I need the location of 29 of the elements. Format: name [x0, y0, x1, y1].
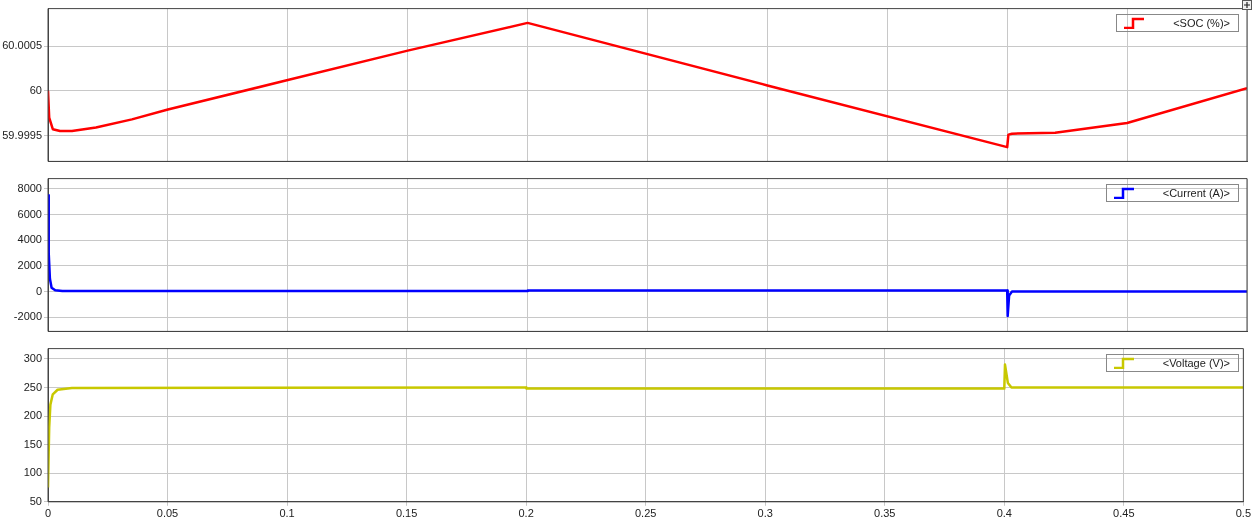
y-tick-label: 250 — [23, 380, 42, 393]
y-tick-label: 60.0005 — [2, 39, 42, 52]
y-tick-label: 59.9995 — [2, 128, 42, 141]
x-tick-label: 0.5 — [1235, 507, 1251, 520]
y-tick-label: 200 — [23, 409, 42, 422]
x-tick-label: 0 — [44, 507, 52, 520]
x-tick-label: 0.4 — [996, 507, 1012, 520]
x-tick-label: 0.15 — [395, 507, 418, 520]
y-tick-label: 8000 — [17, 181, 42, 194]
y-tick-label: 2000 — [17, 258, 42, 271]
y-tick-label: -2000 — [13, 310, 42, 323]
series-label: <Voltage (V)> — [1162, 357, 1230, 369]
x-tick-label: 0.25 — [634, 507, 657, 520]
y-tick-label: 4000 — [17, 233, 42, 246]
x-tick-label: 0.35 — [874, 507, 896, 520]
x-tick-label: 0.1 — [279, 507, 295, 520]
y-tick-label: 0 — [35, 284, 42, 297]
x-tick-label: 0.05 — [156, 507, 179, 520]
y-tick-label: 150 — [23, 437, 42, 450]
y-tick-label: 6000 — [17, 207, 42, 220]
y-tick-label: 60 — [29, 83, 42, 96]
x-tick-label: 0.3 — [757, 507, 773, 520]
x-tick-label: 0.45 — [1113, 507, 1135, 520]
text: <Current (A)> — [1162, 187, 1230, 199]
y-tick-label: 100 — [23, 466, 42, 479]
text: <SOC (%)> — [1173, 17, 1230, 29]
y-tick-label: 50 — [29, 494, 42, 507]
x-tick-label: 0.2 — [518, 507, 534, 520]
y-tick-label: 300 — [23, 351, 42, 364]
